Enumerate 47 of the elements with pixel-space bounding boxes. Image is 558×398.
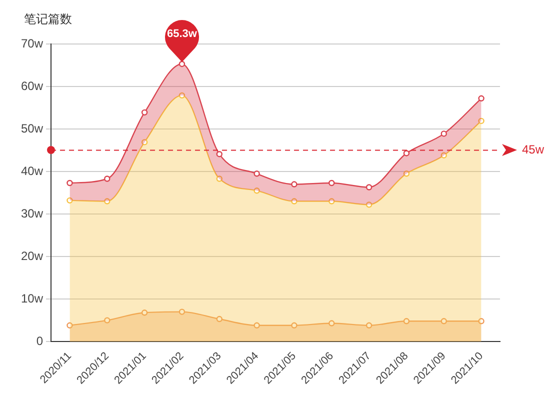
point — [141, 139, 148, 146]
point — [478, 318, 484, 324]
point — [216, 150, 222, 158]
point — [66, 322, 73, 328]
y-tick-label: 60w — [21, 78, 44, 93]
point — [104, 176, 110, 182]
point — [141, 310, 148, 316]
y-tick-label: 0 — [36, 334, 44, 348]
y-tick-label: 30w — [21, 206, 44, 220]
point — [291, 181, 298, 188]
point — [178, 308, 186, 315]
point — [478, 118, 484, 124]
point — [328, 320, 335, 326]
point — [366, 202, 372, 208]
point — [440, 130, 447, 137]
point — [328, 180, 335, 186]
point — [66, 197, 73, 204]
point — [178, 60, 186, 68]
point — [403, 150, 410, 156]
y-tick-label: 10w — [21, 291, 44, 306]
ref-line-label: 45w — [522, 142, 544, 157]
point — [104, 317, 110, 324]
point — [478, 95, 484, 102]
point — [216, 176, 222, 182]
point — [403, 170, 410, 177]
annotation: 65.3w — [166, 28, 198, 40]
point — [328, 198, 335, 204]
point — [366, 184, 372, 190]
point — [178, 92, 186, 99]
y-tick-label: 20w — [21, 248, 44, 263]
point — [291, 198, 298, 204]
point — [66, 180, 73, 186]
point — [141, 109, 148, 116]
point — [403, 318, 410, 324]
point — [366, 322, 372, 328]
y-axis-title: 笔记篇数 — [24, 12, 72, 26]
point — [104, 198, 110, 204]
y-tick-label: 70w — [21, 36, 44, 50]
point — [254, 170, 260, 177]
point — [440, 152, 447, 158]
point — [254, 322, 260, 328]
point — [291, 322, 298, 328]
point — [254, 188, 260, 194]
y-tick-label: 50w — [21, 121, 44, 136]
point — [440, 318, 447, 324]
y-tick-label: 40w — [21, 164, 44, 178]
point — [216, 316, 222, 322]
